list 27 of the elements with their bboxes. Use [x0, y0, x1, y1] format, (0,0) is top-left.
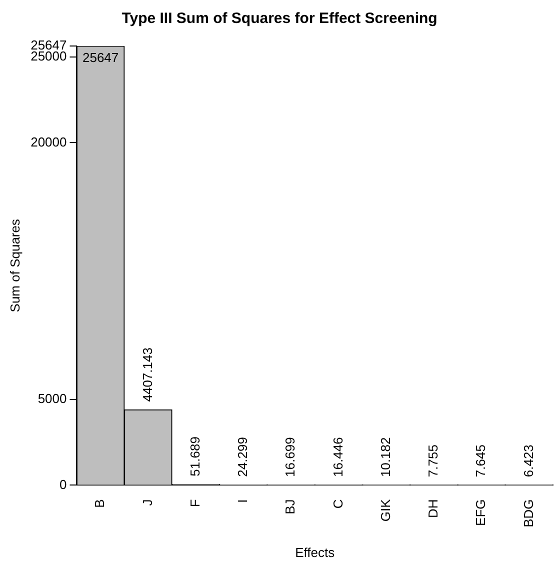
x-tick-label: GIK	[378, 498, 393, 522]
x-tick-label: B	[92, 499, 108, 508]
data-label: 51.689	[187, 436, 202, 476]
data-label: 10.182	[378, 437, 393, 478]
x-tick-label: F	[187, 499, 202, 508]
y-tick-label: 25000	[30, 48, 67, 64]
data-label: 7.755	[426, 444, 441, 478]
y-tick-label: 20000	[30, 134, 67, 150]
x-tick-label: C	[330, 499, 346, 509]
data-label: 4407.143	[140, 348, 155, 402]
x-axis-title: Effects	[295, 544, 336, 560]
x-tick-label: EFG	[473, 499, 488, 526]
data-label: 16.446	[330, 437, 346, 477]
x-tick-label: BJ	[282, 499, 298, 514]
data-label: 25647	[82, 50, 119, 66]
data-label: 6.423	[520, 444, 536, 478]
y-tick-label: 0	[60, 476, 67, 492]
x-tick-label: I	[235, 499, 250, 503]
data-label: 16.699	[282, 437, 298, 477]
y-tick-label: 5000	[38, 391, 67, 406]
x-tick-label: J	[140, 499, 155, 506]
chart-title: Type III Sum of Squares for Effect Screening	[122, 10, 438, 28]
data-label: 7.645	[473, 444, 488, 478]
data-label: 24.299	[235, 437, 250, 477]
x-tick-label: DH	[426, 499, 441, 518]
x-tick-label: BDG	[520, 499, 536, 528]
y-axis-title: Sum of Squares	[7, 218, 22, 312]
